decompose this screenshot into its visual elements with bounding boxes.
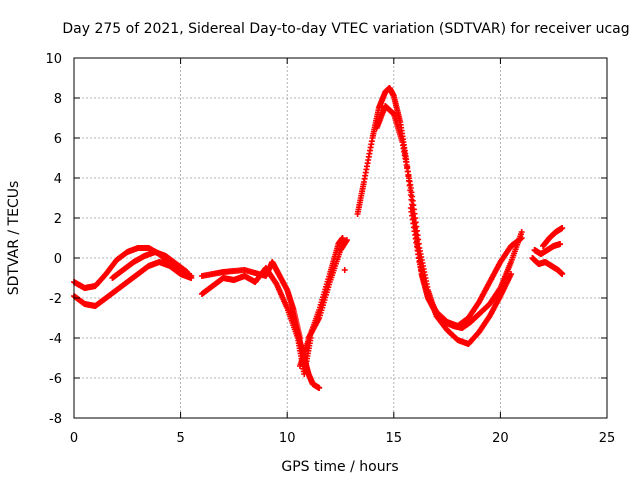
series-track-J [373,103,515,347]
data-point [559,271,566,277]
x-tick-label: 0 [70,431,78,446]
y-tick-label: -8 [49,412,62,427]
data-point [518,235,525,241]
y-tick-label: 8 [54,92,62,107]
x-axis-label: GPS time / hours [281,459,398,475]
series-track-N [540,225,566,249]
data-point [339,235,346,241]
y-tick-label: 0 [54,252,62,267]
series-isolated-point [341,267,348,273]
x-tick-label: 25 [599,431,616,446]
y-axis-label: SDTVAR / TECUs [6,181,22,296]
data-point [316,385,323,391]
y-tick-label: 10 [45,52,62,67]
y-tick-label: -2 [49,292,62,307]
data-point [183,269,190,275]
y-tick-label: -4 [49,332,62,347]
data-point [188,275,195,281]
series-track-H [305,237,350,341]
x-tick-label: 5 [176,431,184,446]
y-tick-label: -6 [49,372,62,387]
series-track-L [529,255,566,277]
data-point [557,241,564,247]
series-track-M [531,241,564,257]
y-tick-label: 2 [54,212,62,227]
data-point [518,229,525,235]
plot-frame [73,57,608,419]
y-tick-label: 4 [54,172,62,187]
series-track-K [407,205,525,329]
data-point [559,225,566,231]
data-point [343,237,350,243]
series-track-C [109,249,190,281]
data-point [508,271,515,277]
x-tick-label: 20 [492,431,509,446]
axis-ticks: 0 5 10 15 20 25 -8 -6 -4 -2 0 2 4 6 8 10 [45,52,615,446]
data-marks [71,85,566,391]
series-track-B [71,259,195,309]
data-point [341,267,348,273]
x-tick-label: 10 [279,431,296,446]
y-tick-label: 6 [54,132,62,147]
x-tick-label: 15 [386,431,403,446]
chart-title: Day 275 of 2021, Sidereal Day-to-day VTE… [62,21,629,37]
